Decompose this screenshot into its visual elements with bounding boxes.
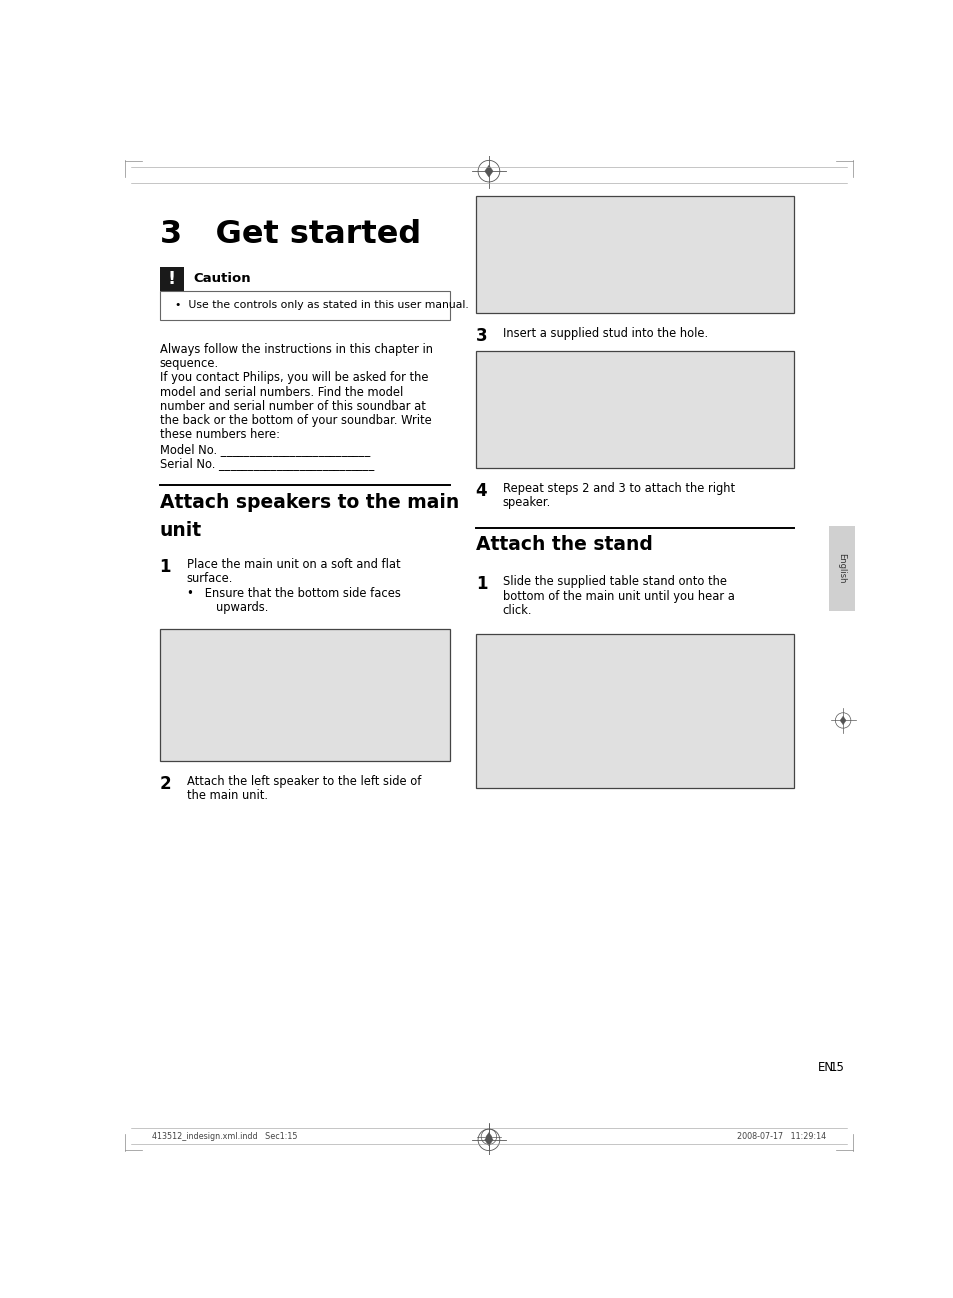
Text: these numbers here:: these numbers here: [159,428,279,441]
Bar [476,196,793,313]
Bar [159,630,450,762]
Text: Caution: Caution [193,273,251,286]
Text: 15: 15 [829,1062,843,1075]
Bar [159,267,184,291]
Text: 3   Get started: 3 Get started [159,219,420,251]
Text: Repeat steps 2 and 3 to attach the right: Repeat steps 2 and 3 to attach the right [502,483,734,496]
Text: Serial No. ___________________________: Serial No. ___________________________ [159,457,374,470]
Text: 413512_indesign.xml.indd   Sec1:15: 413512_indesign.xml.indd Sec1:15 [152,1132,297,1141]
Polygon shape [484,1134,493,1146]
Text: Always follow the instructions in this chapter in: Always follow the instructions in this c… [159,343,432,356]
Text: 2: 2 [159,775,171,793]
Text: Attach speakers to the main: Attach speakers to the main [159,493,458,511]
Text: unit: unit [159,520,201,540]
Text: the main unit.: the main unit. [187,789,268,802]
Text: Attach the left speaker to the left side of: Attach the left speaker to the left side… [187,775,420,788]
Bar [476,633,793,788]
Text: 2008-07-17   11:29:14: 2008-07-17 11:29:14 [736,1132,825,1141]
Text: click.: click. [502,604,532,617]
Text: sequence.: sequence. [159,357,218,370]
Text: EN: EN [818,1062,834,1075]
Text: English: English [837,553,845,583]
Text: number and serial number of this soundbar at: number and serial number of this soundba… [159,400,425,413]
Bar [159,291,450,319]
Bar [828,526,854,610]
Polygon shape [484,165,493,177]
Text: 1: 1 [159,558,171,576]
Text: speaker.: speaker. [502,496,551,510]
Text: •   Ensure that the bottom side faces: • Ensure that the bottom side faces [187,587,400,600]
Text: Slide the supplied table stand onto the: Slide the supplied table stand onto the [502,575,726,588]
Text: •  Use the controls only as stated in this user manual.: • Use the controls only as stated in thi… [174,300,468,310]
Bar [476,352,793,469]
Text: Attach the stand: Attach the stand [476,535,652,554]
Text: !: ! [168,270,175,288]
Polygon shape [485,1132,492,1141]
Text: model and serial numbers. Find the model: model and serial numbers. Find the model [159,386,402,398]
Text: the back or the bottom of your soundbar. Write: the back or the bottom of your soundbar.… [159,414,431,427]
Text: bottom of the main unit until you hear a: bottom of the main unit until you hear a [502,589,734,602]
Text: 1: 1 [476,575,487,593]
Text: upwards.: upwards. [187,601,268,614]
Text: 3: 3 [476,327,487,345]
Text: Insert a supplied stud into the hole.: Insert a supplied stud into the hole. [502,327,707,340]
Text: If you contact Philips, you will be asked for the: If you contact Philips, you will be aske… [159,371,428,384]
Text: Place the main unit on a soft and flat: Place the main unit on a soft and flat [187,558,400,571]
Text: 4: 4 [476,483,487,500]
Text: Model No. __________________________: Model No. __________________________ [159,443,370,456]
Polygon shape [840,716,845,724]
Text: surface.: surface. [187,572,233,585]
